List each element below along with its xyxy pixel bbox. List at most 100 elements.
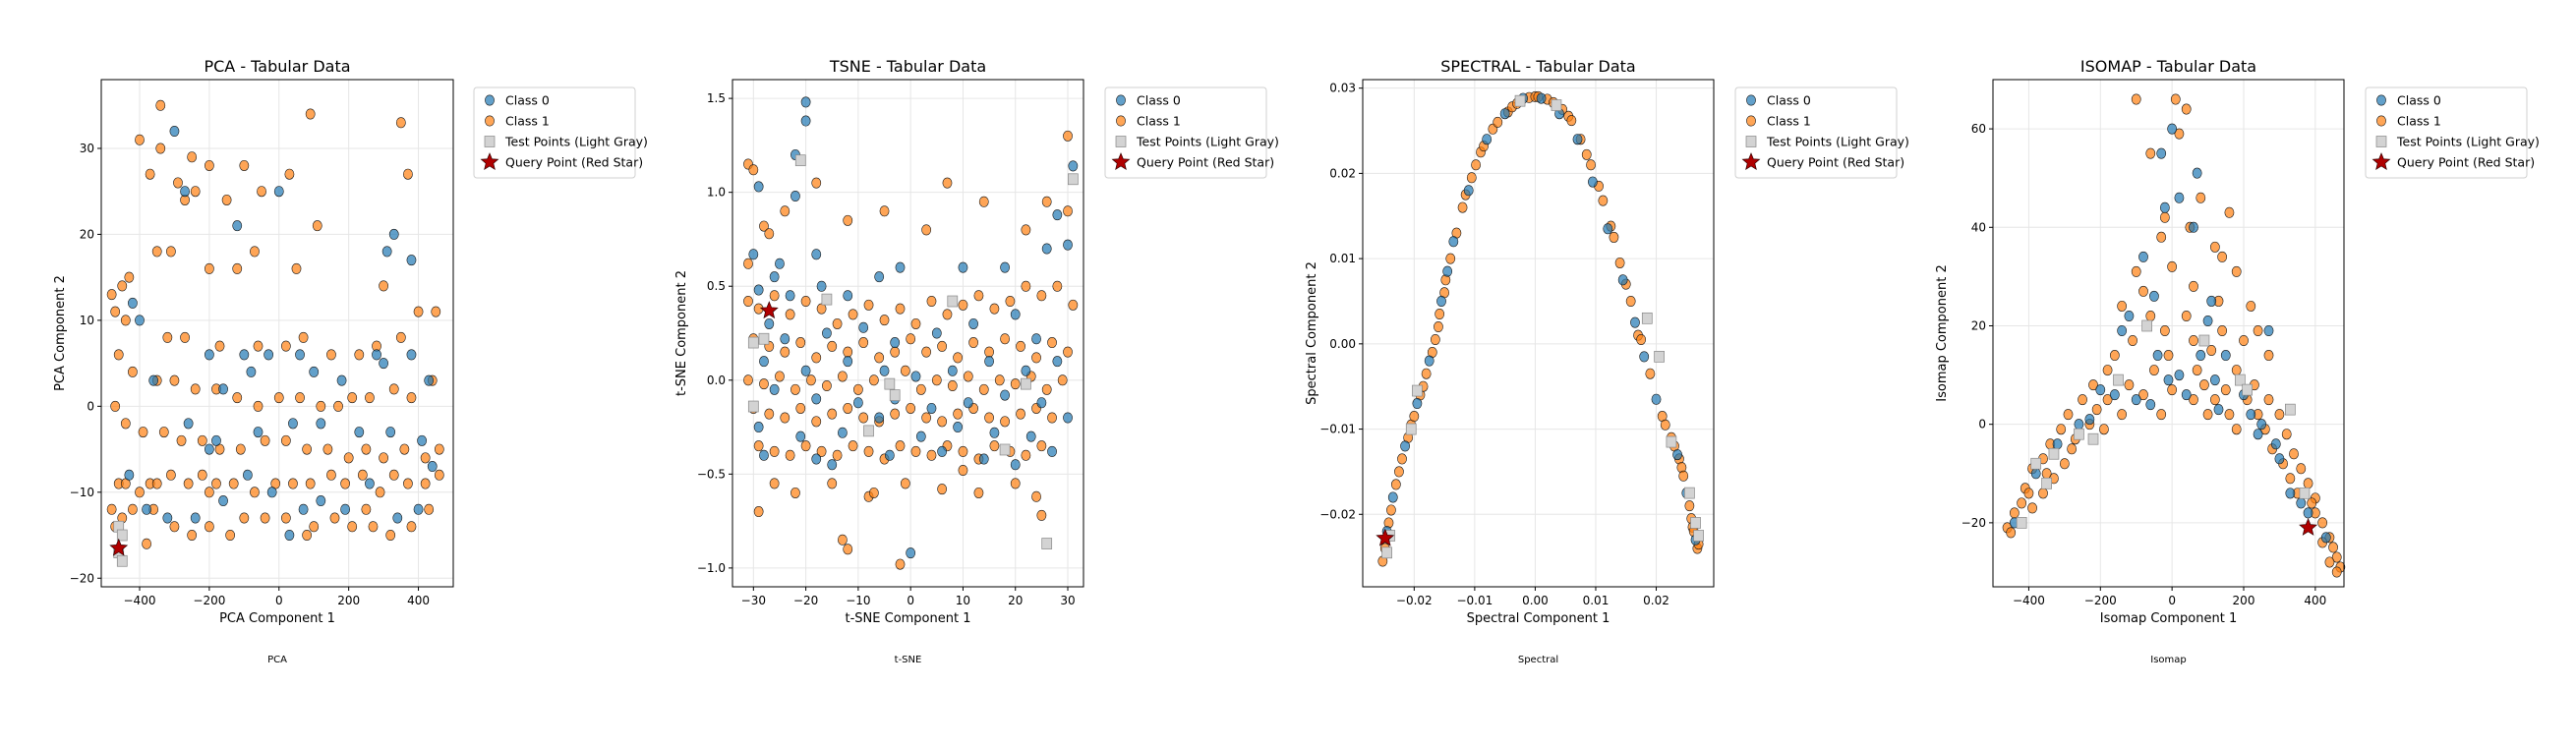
data-point <box>113 349 124 361</box>
data-point <box>1000 333 1010 345</box>
legend: Class 0 Class 1 Test Points (Light Gray) Qu… <box>1104 86 1279 179</box>
data-point <box>1016 340 1025 352</box>
data-point <box>280 340 291 352</box>
x-tick-label: 200 <box>2233 594 2255 607</box>
data-point <box>434 469 444 481</box>
y-tick-label: 0.02 <box>1329 166 1356 180</box>
test-point <box>889 389 901 401</box>
data-point <box>2009 507 2020 519</box>
y-tick-label: −20 <box>1961 516 1986 530</box>
data-point <box>1493 116 1503 128</box>
y-tick-label: 0.0 <box>707 374 726 387</box>
data-point <box>1041 243 1052 255</box>
test-point <box>747 400 759 413</box>
data-point <box>769 271 780 283</box>
data-point <box>994 374 1005 386</box>
data-point <box>1660 419 1670 431</box>
data-point <box>775 258 785 269</box>
data-point <box>1025 431 1036 442</box>
data-point <box>2209 394 2220 406</box>
legend-marker-class-0 <box>1116 94 1126 106</box>
data-point <box>142 503 151 515</box>
data-point <box>2124 310 2135 321</box>
data-point <box>110 400 121 412</box>
data-point <box>852 383 863 395</box>
data-point <box>1448 236 1459 248</box>
data-point <box>2109 350 2120 362</box>
data-point <box>263 349 274 361</box>
data-point <box>780 333 790 345</box>
data-point <box>868 374 879 386</box>
data-point <box>1063 346 1073 358</box>
y-tick-label: −0.02 <box>1319 507 1356 521</box>
x-tick-label: 400 <box>2304 594 2326 607</box>
data-point <box>800 440 811 452</box>
data-point <box>2320 532 2331 544</box>
data-point <box>1387 491 1398 503</box>
data-point <box>1572 134 1583 145</box>
data-point <box>232 392 243 404</box>
data-point <box>2023 488 2034 499</box>
legend-marker-test <box>1745 136 1757 147</box>
data-point <box>1434 308 1445 319</box>
data-point <box>1499 108 1510 120</box>
data-point <box>837 427 848 438</box>
data-point <box>2117 409 2128 421</box>
data-point <box>947 380 958 392</box>
data-point <box>816 280 827 292</box>
x-tick-label: −400 <box>124 594 156 607</box>
data-point <box>2138 285 2148 297</box>
data-point <box>2189 280 2198 292</box>
data-point <box>2102 365 2113 376</box>
data-point <box>837 534 848 546</box>
data-point <box>165 469 176 481</box>
data-point <box>937 484 948 495</box>
data-point <box>795 337 806 349</box>
x-tick-label: 0.00 <box>1522 594 1549 607</box>
data-point <box>180 186 190 198</box>
test-point <box>747 336 759 349</box>
data-point <box>379 280 389 292</box>
data-point <box>931 327 942 339</box>
panel-caption: Spectral <box>1518 655 1558 665</box>
data-point <box>2328 542 2338 553</box>
data-point <box>406 392 417 404</box>
test-point <box>116 554 128 567</box>
data-point <box>375 487 385 498</box>
data-point <box>2296 463 2307 475</box>
data-point <box>753 440 764 452</box>
data-point <box>190 383 201 395</box>
data-point <box>232 262 243 274</box>
data-point <box>1457 201 1468 213</box>
y-tick-label: 60 <box>1971 122 1986 136</box>
data-point <box>218 383 228 395</box>
data-point <box>843 214 853 226</box>
data-point <box>2189 335 2198 347</box>
data-point <box>211 434 221 446</box>
data-point <box>406 349 417 361</box>
test-point <box>116 529 128 542</box>
legend-box <box>1104 86 1267 179</box>
query-star <box>2299 517 2318 536</box>
data-point <box>388 383 399 395</box>
y-tick-label: 20 <box>80 227 94 241</box>
data-point <box>978 383 989 395</box>
data-point <box>1636 334 1647 346</box>
data-point <box>900 478 910 489</box>
data-point <box>868 487 879 498</box>
data-point <box>2307 497 2317 509</box>
data-point <box>1434 320 1443 332</box>
data-point <box>2274 453 2285 465</box>
data-point <box>257 186 266 198</box>
legend-label: Query Point (Red Star) <box>2397 155 2535 170</box>
data-point <box>2231 424 2242 435</box>
x-tick-label: 0 <box>907 594 914 607</box>
data-point <box>162 331 173 343</box>
data-point <box>420 478 431 489</box>
test-point <box>1405 423 1417 435</box>
data-point <box>822 327 832 339</box>
data-point <box>165 246 176 258</box>
data-point <box>2027 502 2037 514</box>
data-point <box>921 412 932 424</box>
data-point <box>2174 192 2185 203</box>
